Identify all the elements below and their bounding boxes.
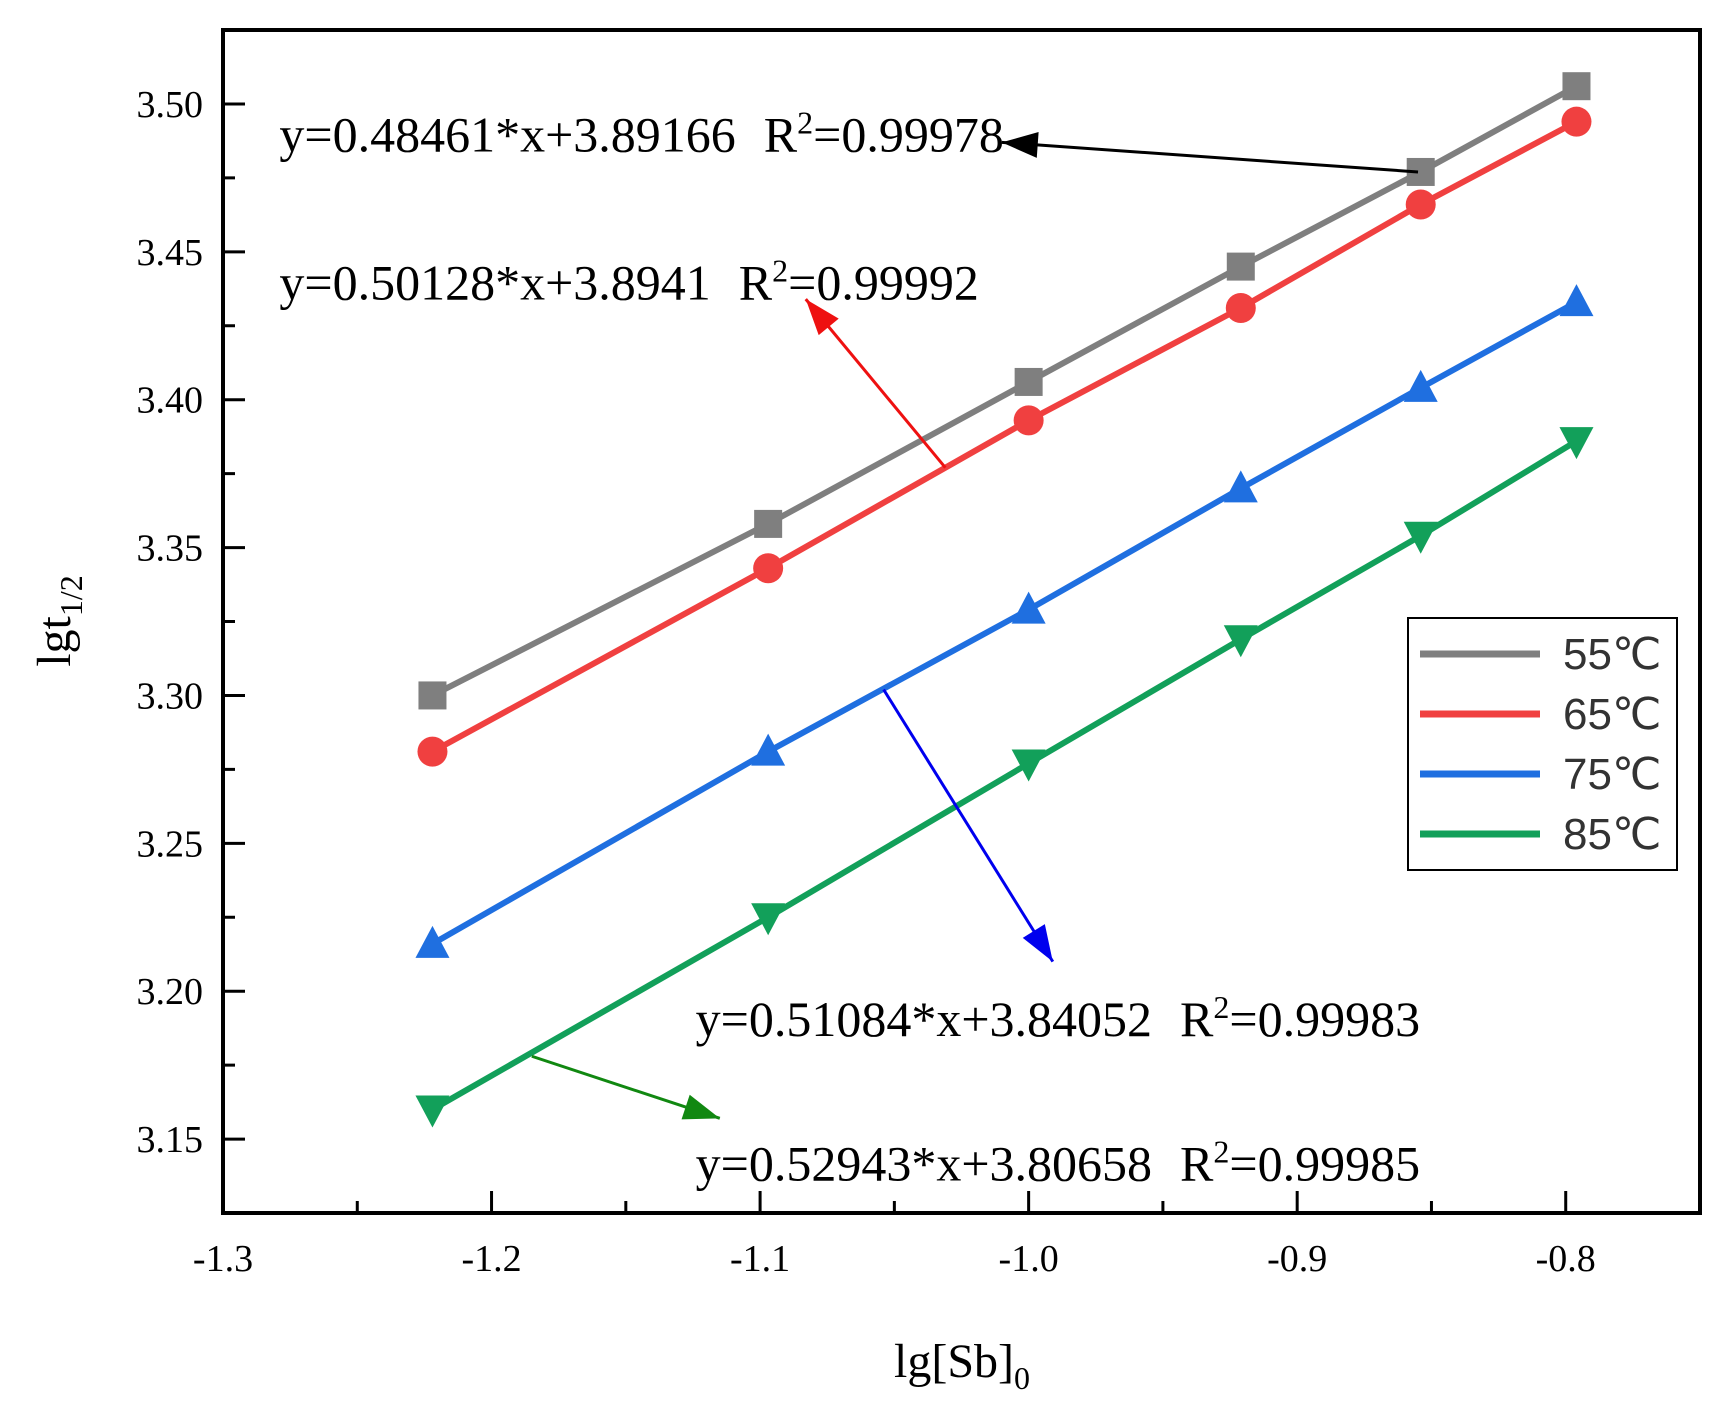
- annotation-arrow-head: [681, 1094, 720, 1120]
- fit-equation-label: y=0.48461*x+3.89166 R2=0.99978: [279, 105, 1003, 163]
- data-point-65c: [1405, 189, 1436, 220]
- data-point-75c: [1559, 284, 1594, 317]
- y-tick-label: 3.45: [137, 232, 204, 274]
- data-point-75c: [1403, 369, 1438, 402]
- legend-label: 65℃: [1563, 690, 1661, 739]
- legend-label: 85℃: [1563, 810, 1661, 859]
- fit-equation-label: y=0.52943*x+3.80658 R2=0.99985: [696, 1134, 1420, 1192]
- data-point-55c: [1226, 252, 1255, 281]
- data-point-75c: [415, 925, 450, 958]
- data-point-85c: [415, 1095, 450, 1128]
- series-line-55c: [431, 83, 1578, 699]
- r-squared-value: =0.99992: [788, 254, 979, 310]
- x-tick-label: -0.8: [1536, 1238, 1596, 1280]
- y-axis-title: lgt1/2: [28, 575, 89, 667]
- x-axis: -1.3 -1.2 -1.1 -1.0 -0.9 -0.8: [193, 1191, 1596, 1280]
- data-point-75c: [1011, 591, 1046, 624]
- x-tick-label: -1.1: [730, 1238, 790, 1280]
- data-point-65c: [753, 553, 784, 584]
- x-tick-label: -0.9: [1267, 1238, 1327, 1280]
- series-line-75c: [430, 299, 1578, 947]
- fit-equation: y=0.50128*x+3.8941: [279, 254, 710, 310]
- r-squared-value: =0.99983: [1229, 991, 1420, 1047]
- legend-box: [1407, 617, 1678, 871]
- r-squared-value: =0.99978: [813, 107, 1004, 163]
- series-layer: [430, 83, 1579, 1113]
- annotation-arrow-line: [882, 688, 1055, 963]
- r-squared-label: R: [1180, 1136, 1214, 1192]
- fit-equation: y=0.51084*x+3.84052: [696, 991, 1152, 1047]
- annotation-arrow-line: [1001, 140, 1419, 174]
- data-point-75c: [1223, 470, 1258, 503]
- series-line-85c: [430, 438, 1579, 1113]
- y-tick-label: 3.35: [137, 528, 204, 570]
- data-point-55c: [1014, 367, 1043, 396]
- series-line-65c: [431, 119, 1578, 755]
- annotation-arrow-head: [1001, 131, 1039, 158]
- data-point-55c: [754, 509, 783, 538]
- data-point-85c: [1403, 521, 1438, 554]
- annotation-arrow-head: [1022, 924, 1053, 962]
- r-squared-superscript: 2: [1213, 989, 1229, 1025]
- fit-equation: y=0.52943*x+3.80658: [696, 1136, 1152, 1192]
- y-axis: 3.15 3.20 3.25 3.30 3.35 3.40 3.45 3.50: [137, 84, 245, 1215]
- fit-equation-label: y=0.50128*x+3.8941 R2=0.99992: [279, 252, 978, 310]
- data-point-65c: [1225, 293, 1256, 324]
- data-point-85c: [1559, 427, 1594, 460]
- y-axis-title-subscript: 1/2: [53, 575, 89, 616]
- r-squared-label: R: [1180, 991, 1214, 1047]
- annotation-arrow-line: [804, 298, 947, 469]
- y-tick-label: 3.40: [137, 380, 204, 422]
- marker-layer: [415, 72, 1594, 1128]
- annotation-layer: y=0.48461*x+3.89166 R2=0.99978y=0.50128*x…: [279, 105, 1420, 1192]
- data-point-55c: [418, 681, 447, 710]
- x-axis-title: lg[Sb]0: [894, 1335, 1030, 1396]
- r-squared-label: R: [739, 254, 773, 310]
- legend-label: 75℃: [1563, 750, 1661, 799]
- data-point-85c: [1223, 625, 1258, 658]
- y-tick-label: 3.20: [137, 971, 204, 1013]
- data-point-75c: [751, 733, 786, 766]
- r-squared-superscript: 2: [1213, 1134, 1229, 1170]
- legend-label: 55℃: [1563, 630, 1661, 679]
- x-tick-label: -1.0: [999, 1238, 1059, 1280]
- x-axis-title-subscript: 0: [1014, 1360, 1030, 1396]
- data-point-65c: [1561, 106, 1592, 137]
- r-squared-superscript: 2: [797, 105, 813, 141]
- y-tick-label: 3.30: [137, 675, 204, 717]
- r-squared-value: =0.99985: [1229, 1136, 1420, 1192]
- x-tick-label: -1.3: [193, 1238, 253, 1280]
- legend: 55℃ 65℃ 75℃ 85℃: [1407, 617, 1678, 871]
- data-point-55c: [1562, 72, 1591, 101]
- y-tick-label: 3.50: [137, 84, 204, 126]
- r-squared-superscript: 2: [772, 252, 788, 288]
- x-tick-label: -1.2: [461, 1238, 521, 1280]
- data-point-85c: [751, 903, 786, 936]
- annotation-arrow-head: [805, 299, 839, 336]
- y-tick-label: 3.25: [137, 823, 204, 865]
- fit-equation: y=0.48461*x+3.89166: [279, 107, 735, 163]
- fit-equation-label: y=0.51084*x+3.84052 R2=0.99983: [696, 989, 1420, 1047]
- data-point-65c: [417, 736, 448, 767]
- y-tick-label: 3.15: [137, 1119, 204, 1161]
- r-squared-label: R: [764, 107, 798, 163]
- data-point-65c: [1013, 405, 1044, 436]
- data-point-85c: [1011, 749, 1046, 782]
